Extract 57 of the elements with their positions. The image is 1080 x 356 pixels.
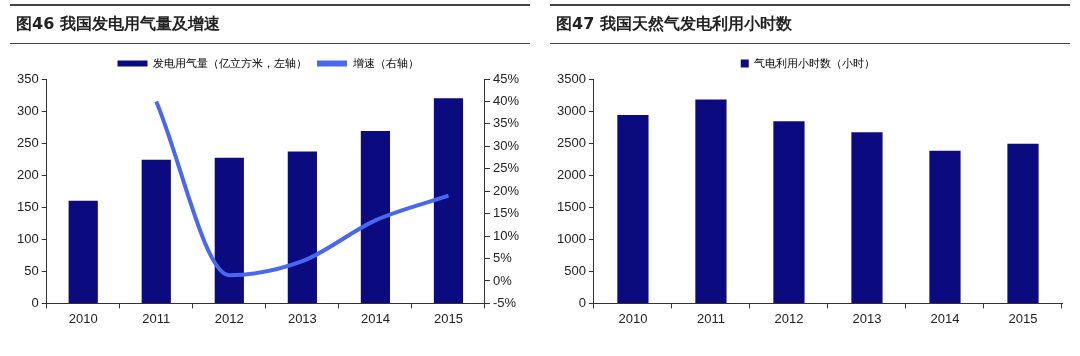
x-tick-label: 2010 xyxy=(618,310,648,326)
bar xyxy=(929,150,961,303)
y2-tick-label: 5% xyxy=(492,250,513,266)
y-tick-label: 2500 xyxy=(557,134,586,150)
bar xyxy=(360,130,391,303)
x-tick-label: 2012 xyxy=(774,310,804,326)
y-tick-label: 2000 xyxy=(557,166,586,182)
y2-tick-label: 45% xyxy=(492,70,520,86)
x-tick-label: 2011 xyxy=(142,310,171,326)
y-tick-label: 0 xyxy=(578,294,586,310)
x-tick-label: 2015 xyxy=(434,310,463,326)
x-tick-label: 2014 xyxy=(930,310,960,326)
y2-tick-label: 10% xyxy=(492,227,520,243)
bar xyxy=(773,121,805,303)
bar xyxy=(141,159,171,303)
x-tick-label: 2013 xyxy=(287,310,317,326)
y-tick-label: 3000 xyxy=(557,102,586,118)
y-tick-label: 0 xyxy=(31,294,39,310)
bar xyxy=(287,151,317,303)
y-tick-label: 50 xyxy=(24,262,39,278)
y2-tick-label: 30% xyxy=(492,137,520,153)
legend-label: 气电利用小时数（小时） xyxy=(754,56,876,69)
legend-label: 增速（右轴） xyxy=(351,56,419,69)
chart-title: 图46 我国发电用气量及增速 xyxy=(10,4,530,44)
y-tick-label: 100 xyxy=(16,230,39,246)
y-tick-label: 1000 xyxy=(557,230,586,246)
legend-label: 发电用气量（亿立方米，左轴） xyxy=(153,56,307,69)
chart-title: 图47 我国天然气发电利用小时数 xyxy=(550,4,1070,44)
bar xyxy=(214,157,244,303)
y2-tick-label: 20% xyxy=(492,182,520,198)
y2-tick-label: 25% xyxy=(492,160,520,176)
bar xyxy=(851,132,883,303)
y-tick-label: 3500 xyxy=(557,70,586,86)
bar xyxy=(433,98,464,303)
y-tick-label: 300 xyxy=(16,102,39,118)
y-tick-label: 500 xyxy=(564,262,586,278)
line-series xyxy=(154,99,451,278)
y2-tick-label: -5% xyxy=(492,294,517,310)
y2-tick-label: 0% xyxy=(492,272,513,288)
y-tick-label: 350 xyxy=(16,70,39,86)
y-tick-label: 250 xyxy=(16,134,39,150)
x-tick-label: 2014 xyxy=(360,310,390,326)
y-tick-label: 150 xyxy=(16,198,39,214)
x-tick-label: 2011 xyxy=(696,310,725,326)
x-tick-label: 2012 xyxy=(214,310,244,326)
bar xyxy=(68,200,98,303)
x-tick-label: 2013 xyxy=(852,310,882,326)
y2-tick-label: 40% xyxy=(492,93,520,109)
y-tick-label: 200 xyxy=(16,166,39,182)
bar xyxy=(1007,143,1039,303)
y-tick-label: 1500 xyxy=(557,198,586,214)
x-tick-label: 2010 xyxy=(68,310,98,326)
y2-tick-label: 15% xyxy=(492,205,520,221)
x-tick-label: 2015 xyxy=(1008,310,1038,326)
bar xyxy=(617,114,649,303)
y2-tick-label: 35% xyxy=(492,115,520,131)
bar xyxy=(695,99,727,303)
